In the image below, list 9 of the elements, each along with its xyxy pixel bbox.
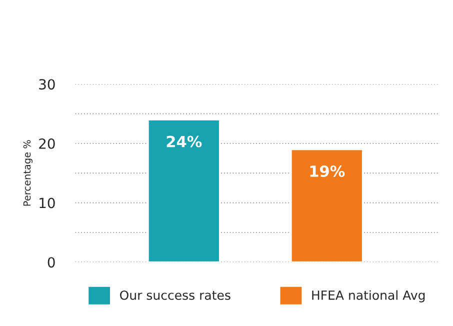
legend-label: HFEA national Avg — [312, 290, 425, 302]
y-axis-title: Percentage % — [23, 140, 33, 206]
legend-label: Our success rates — [120, 290, 230, 300]
data-label: 24% — [166, 136, 202, 148]
y-tick-label: 0 — [48, 257, 55, 268]
data-label: 19% — [310, 165, 345, 177]
y-tick-label: 30 — [39, 79, 55, 90]
y-tick-label: 20 — [39, 138, 55, 149]
y-tick-label: 10 — [40, 198, 55, 208]
